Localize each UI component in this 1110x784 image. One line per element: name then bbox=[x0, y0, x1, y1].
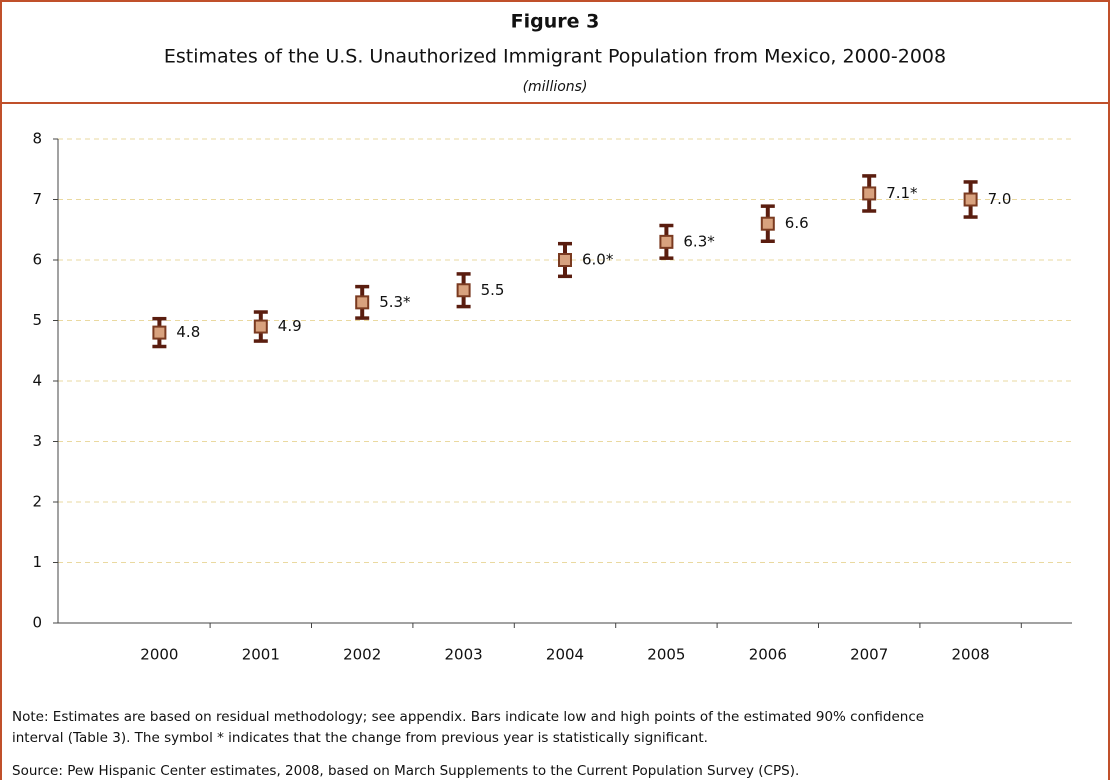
y-tick-label: 0 bbox=[32, 614, 42, 632]
value-label: 6.0* bbox=[582, 251, 614, 269]
x-tick-label: 2000 bbox=[140, 646, 178, 664]
value-label: 5.3* bbox=[379, 293, 411, 311]
y-tick-label: 5 bbox=[32, 311, 42, 329]
marker bbox=[760, 216, 775, 231]
y-tick-label: 8 bbox=[32, 130, 42, 148]
chart-title: Figure 3 bbox=[511, 11, 600, 33]
x-tick-label: 2004 bbox=[546, 646, 584, 664]
x-tick-label: 2005 bbox=[647, 646, 685, 664]
unit-label: (millions) bbox=[523, 79, 588, 95]
marker bbox=[355, 295, 370, 310]
value-label: 7.0 bbox=[988, 190, 1012, 208]
value-label: 6.3* bbox=[683, 232, 715, 250]
marker bbox=[152, 325, 167, 340]
value-label: 4.9 bbox=[278, 317, 302, 335]
y-tick-label: 2 bbox=[32, 493, 42, 511]
y-tick-label: 1 bbox=[32, 553, 42, 571]
value-label: 5.5 bbox=[481, 281, 505, 299]
x-tick-label: 2008 bbox=[952, 646, 990, 664]
chart-subtitle: Estimates of the U.S. Unauthorized Immig… bbox=[164, 46, 946, 68]
note: Note: Estimates are based on residual me… bbox=[12, 709, 924, 725]
value-label: 6.6 bbox=[785, 214, 809, 232]
x-tick-label: 2001 bbox=[242, 646, 280, 664]
source: Source: Pew Hispanic Center estimates, 2… bbox=[12, 763, 799, 779]
y-tick-label: 7 bbox=[32, 190, 42, 208]
marker bbox=[456, 283, 471, 298]
y-tick-label: 3 bbox=[32, 432, 42, 450]
marker bbox=[862, 186, 877, 201]
x-tick-label: 2006 bbox=[749, 646, 787, 664]
marker bbox=[558, 253, 572, 267]
value-label: 4.8 bbox=[176, 323, 200, 341]
marker bbox=[659, 234, 674, 249]
note: interval (Table 3). The symbol * indicat… bbox=[12, 730, 708, 746]
y-tick-label: 6 bbox=[32, 251, 42, 269]
marker bbox=[253, 319, 268, 334]
x-tick-label: 2003 bbox=[445, 646, 483, 664]
x-tick-label: 2002 bbox=[343, 646, 381, 664]
marker bbox=[963, 192, 978, 207]
value-label: 7.1* bbox=[886, 184, 918, 202]
y-tick-label: 4 bbox=[32, 372, 42, 390]
x-tick-label: 2007 bbox=[850, 646, 888, 664]
